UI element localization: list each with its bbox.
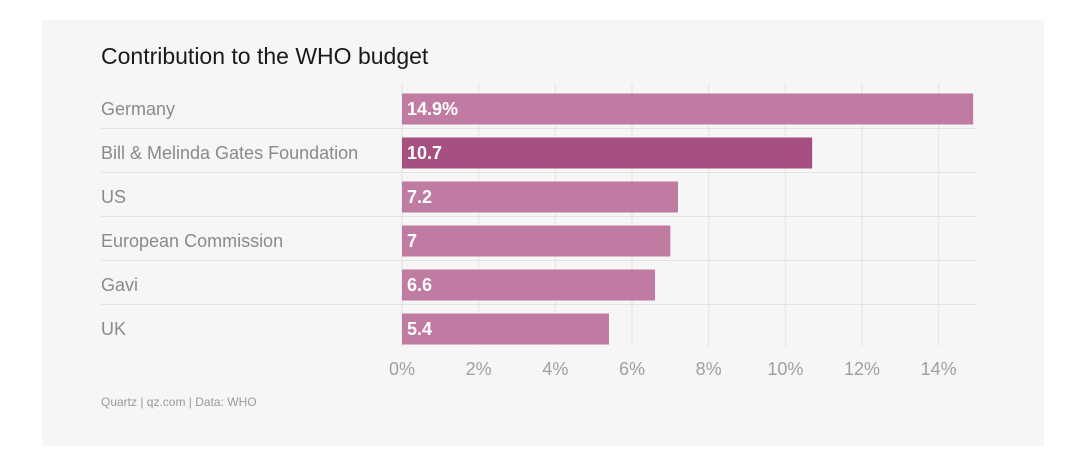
- bar: [402, 269, 655, 301]
- bar: [402, 313, 609, 345]
- category-label: European Commission: [101, 231, 283, 251]
- bar: [402, 137, 813, 169]
- data-label: 7: [407, 231, 417, 251]
- data-label: 5.4: [407, 319, 432, 339]
- chart-title: Contribution to the WHO budget: [101, 43, 429, 69]
- category-label: US: [101, 187, 126, 207]
- x-tick-label: 0%: [389, 359, 415, 379]
- data-label: 10.7: [407, 143, 442, 163]
- category-label: Gavi: [101, 275, 138, 295]
- category-label: Bill & Melinda Gates Foundation: [101, 143, 358, 163]
- category-label: Germany: [101, 99, 175, 119]
- data-label: 7.2: [407, 187, 432, 207]
- bar: [402, 225, 671, 257]
- x-tick-label: 10%: [767, 359, 803, 379]
- x-tick-label: 4%: [542, 359, 568, 379]
- x-tick-label: 12%: [844, 359, 880, 379]
- source-note: Quartz | qz.com | Data: WHO: [101, 395, 257, 409]
- x-tick-label: 8%: [696, 359, 722, 379]
- category-label: UK: [101, 319, 126, 339]
- x-tick-label: 6%: [619, 359, 645, 379]
- data-label: 6.6: [407, 275, 432, 295]
- bar: [402, 181, 678, 213]
- x-tick-label: 2%: [466, 359, 492, 379]
- bar: [402, 93, 974, 125]
- x-tick-label: 14%: [921, 359, 957, 379]
- data-label: 14.9%: [407, 99, 458, 119]
